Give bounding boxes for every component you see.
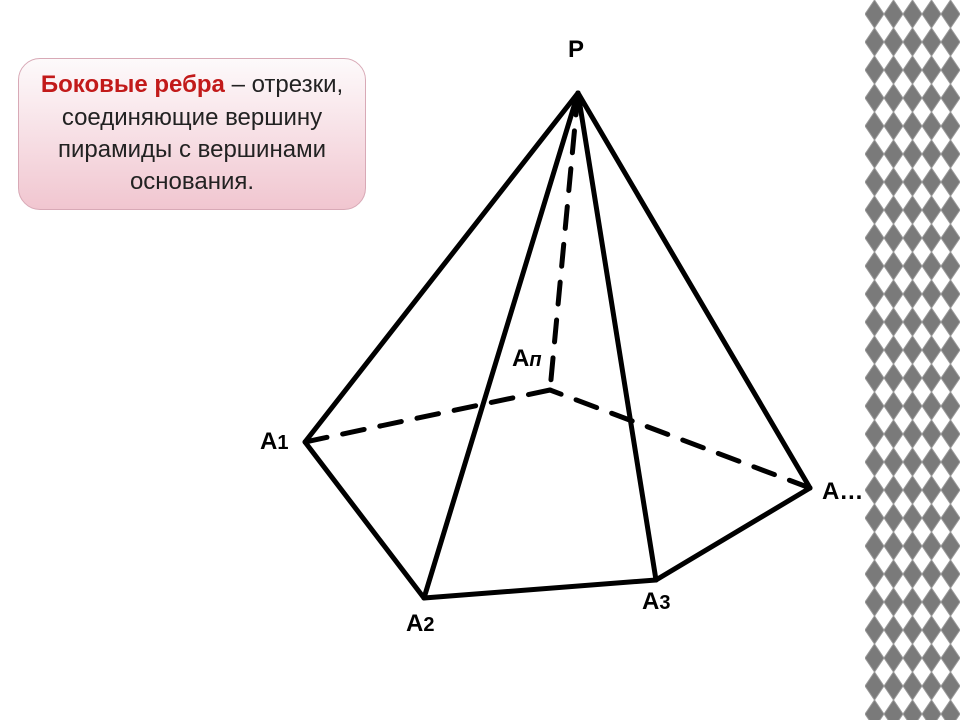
vertex-label-sub: п [529, 349, 541, 371]
vertex-label-main: А [512, 345, 529, 372]
vertex-label-sub: 2 [423, 614, 434, 636]
dashed-edge-Adots-An [550, 390, 810, 488]
vertex-label-An: Ап [512, 345, 542, 373]
edge-apex-A2 [424, 93, 578, 598]
vertex-label-main: Р [568, 36, 584, 63]
vertex-label-main: А [642, 588, 659, 615]
vertex-label-main: А [260, 428, 277, 455]
edge-A3-Adots [656, 488, 810, 580]
vertex-label-sub: 3 [659, 592, 670, 614]
edge-apex-A1 [305, 93, 578, 442]
edge-A2-A3 [424, 580, 656, 598]
vertex-label-P: Р [568, 36, 584, 64]
edge-apex-Adots [578, 93, 810, 488]
vertex-label-A2: А2 [406, 610, 434, 638]
edge-A1-A2 [305, 442, 424, 598]
vertex-label-A1: А1 [260, 428, 288, 456]
pyramid-diagram [0, 0, 960, 720]
edge-apex-A3 [578, 93, 656, 580]
vertex-label-sub: 1 [277, 432, 288, 454]
vertex-label-A3: А3 [642, 588, 670, 616]
vertex-label-Adots: А… [822, 478, 863, 506]
vertex-label-main: А [406, 610, 423, 637]
vertex-label-main: А… [822, 478, 863, 505]
